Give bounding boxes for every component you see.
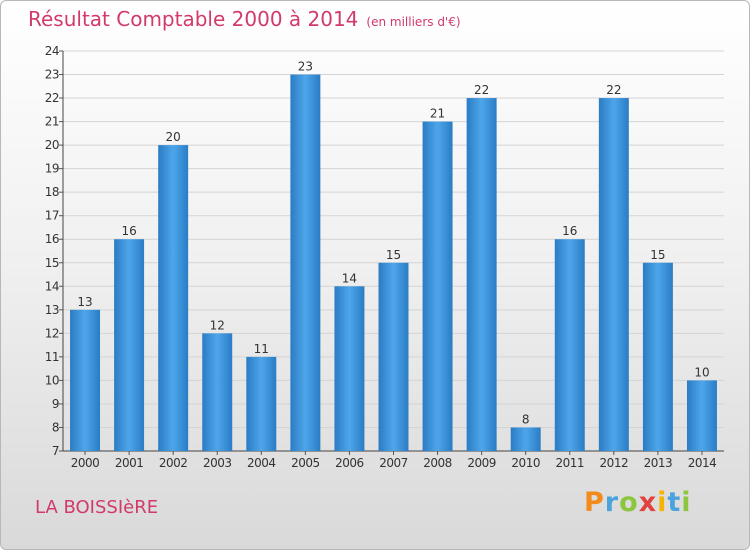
bar bbox=[466, 98, 497, 451]
y-tick-label: 16 bbox=[45, 232, 59, 246]
y-tick-label: 24 bbox=[45, 44, 59, 58]
value-label: 22 bbox=[606, 83, 621, 97]
logo-letter: r bbox=[604, 487, 620, 518]
value-label: 11 bbox=[254, 342, 269, 356]
bar bbox=[598, 98, 629, 451]
logo-letter: i bbox=[657, 487, 668, 518]
value-label: 15 bbox=[386, 248, 401, 262]
bar bbox=[554, 239, 585, 451]
bars bbox=[70, 74, 717, 452]
logo-letter: o bbox=[619, 487, 639, 518]
logo-letter: t bbox=[667, 487, 682, 518]
value-label: 15 bbox=[650, 248, 665, 262]
logo-letter: i bbox=[681, 487, 692, 518]
bar bbox=[378, 262, 409, 451]
value-label: 8 bbox=[522, 412, 530, 426]
x-tick-label: 2007 bbox=[379, 456, 408, 470]
title-text: Résultat Comptable 2000 à 2014 bbox=[28, 7, 359, 31]
value-label: 23 bbox=[298, 60, 313, 74]
x-tick-label: 2005 bbox=[291, 456, 320, 470]
bar bbox=[510, 427, 541, 451]
y-tick-label: 22 bbox=[45, 91, 59, 105]
bar bbox=[202, 333, 233, 451]
x-tick-labels: 2000 2001 2002 2003 2004 2005 2006 2007 2008 2009… bbox=[71, 456, 717, 470]
chart-subtitle: (en milliers d'€) bbox=[366, 15, 461, 29]
y-tick-label: 14 bbox=[45, 279, 59, 293]
y-tick-label: 9 bbox=[52, 397, 59, 411]
bar bbox=[334, 286, 365, 451]
value-label: 16 bbox=[562, 224, 577, 238]
x-tick-label: 2002 bbox=[159, 456, 188, 470]
x-tick-label: 2004 bbox=[247, 456, 276, 470]
x-tick-label: 2010 bbox=[511, 456, 540, 470]
value-label: 16 bbox=[121, 224, 136, 238]
value-label: 20 bbox=[166, 130, 181, 144]
x-tick-label: 2008 bbox=[423, 456, 452, 470]
x-tick-label: 2012 bbox=[600, 456, 629, 470]
y-tick-label: 18 bbox=[45, 185, 59, 199]
y-tick-labels: 7 8 9 10 11 12 13 14 15 16 17 18 19 20 21 22 23 24 bbox=[45, 44, 60, 458]
value-label: 22 bbox=[474, 83, 489, 97]
value-label: 12 bbox=[210, 318, 225, 332]
x-tick-label: 2006 bbox=[335, 456, 364, 470]
bar bbox=[422, 121, 453, 452]
value-labels: 13 16 20 12 11 23 14 15 21 22 8 16 22 15 10 bbox=[77, 60, 709, 427]
y-tick-label: 20 bbox=[45, 138, 59, 152]
x-tick-label: 2000 bbox=[71, 456, 100, 470]
logo-letter: x bbox=[638, 487, 658, 518]
x-tick-label: 2011 bbox=[555, 456, 584, 470]
logo-letter: P bbox=[584, 487, 605, 518]
y-tick-label: 12 bbox=[45, 326, 59, 340]
y-tick-label: 11 bbox=[45, 350, 59, 364]
x-tick-label: 2001 bbox=[115, 456, 144, 470]
bar bbox=[158, 145, 189, 451]
y-tick-label: 15 bbox=[45, 256, 59, 270]
value-label: 10 bbox=[694, 365, 709, 379]
bar bbox=[246, 356, 277, 451]
y-tick-label: 17 bbox=[45, 209, 59, 223]
x-tick-label: 2009 bbox=[467, 456, 496, 470]
y-tick-label: 7 bbox=[52, 444, 59, 458]
y-tick-label: 23 bbox=[45, 68, 59, 82]
bar bbox=[642, 262, 673, 451]
value-label: 14 bbox=[342, 271, 357, 285]
y-tick-label: 19 bbox=[45, 162, 59, 176]
value-label: 21 bbox=[430, 107, 445, 121]
commune-name: LA BOISSIèRE bbox=[35, 497, 159, 518]
bar bbox=[114, 239, 145, 451]
y-tick-label: 8 bbox=[52, 420, 59, 434]
bar bbox=[290, 74, 321, 451]
bar bbox=[70, 309, 101, 451]
chart-title: Résultat Comptable 2000 à 2014 (en millie… bbox=[28, 7, 461, 31]
bar bbox=[686, 380, 717, 451]
x-tick-label: 2014 bbox=[688, 456, 717, 470]
proxiti-logo: Proxiti bbox=[584, 487, 692, 518]
x-tick-label: 2003 bbox=[203, 456, 232, 470]
y-tick-label: 21 bbox=[45, 115, 59, 129]
y-tick-label: 13 bbox=[45, 303, 59, 317]
y-tick-label: 10 bbox=[45, 373, 59, 387]
x-tick-label: 2013 bbox=[644, 456, 673, 470]
value-label: 13 bbox=[77, 295, 92, 309]
